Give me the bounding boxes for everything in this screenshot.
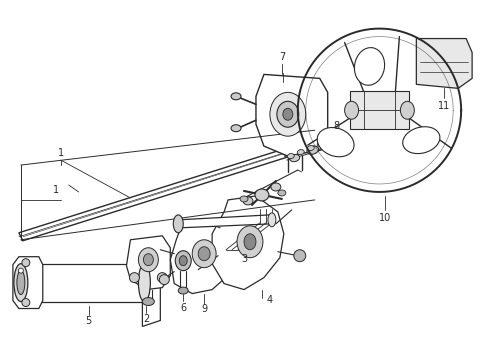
- Ellipse shape: [240, 196, 248, 202]
- Polygon shape: [171, 220, 234, 293]
- Ellipse shape: [283, 108, 293, 120]
- Ellipse shape: [231, 93, 241, 100]
- Polygon shape: [143, 239, 160, 327]
- Ellipse shape: [317, 127, 354, 157]
- Polygon shape: [126, 236, 171, 289]
- Ellipse shape: [19, 268, 24, 273]
- Text: 1: 1: [58, 148, 64, 158]
- Text: 1: 1: [52, 185, 59, 195]
- Polygon shape: [212, 196, 284, 289]
- Ellipse shape: [403, 127, 440, 154]
- Ellipse shape: [179, 256, 187, 266]
- Text: 9: 9: [201, 305, 207, 315]
- Ellipse shape: [144, 254, 153, 266]
- Ellipse shape: [22, 259, 30, 267]
- Polygon shape: [256, 75, 328, 156]
- Ellipse shape: [198, 247, 210, 261]
- Ellipse shape: [129, 273, 140, 283]
- Polygon shape: [349, 91, 409, 129]
- Ellipse shape: [400, 101, 415, 119]
- Ellipse shape: [277, 101, 299, 127]
- Polygon shape: [21, 264, 145, 302]
- Text: 6: 6: [180, 302, 186, 312]
- Ellipse shape: [17, 271, 25, 294]
- Text: 11: 11: [438, 101, 450, 111]
- Ellipse shape: [138, 264, 150, 302]
- Ellipse shape: [192, 240, 216, 268]
- Ellipse shape: [243, 197, 253, 205]
- Ellipse shape: [271, 183, 281, 191]
- Ellipse shape: [255, 189, 269, 201]
- Ellipse shape: [143, 298, 154, 306]
- Text: 8: 8: [334, 121, 340, 131]
- Ellipse shape: [138, 248, 158, 272]
- Polygon shape: [19, 140, 316, 241]
- Ellipse shape: [344, 101, 359, 119]
- Text: 2: 2: [143, 314, 149, 324]
- Polygon shape: [13, 257, 43, 309]
- Ellipse shape: [317, 141, 324, 147]
- Ellipse shape: [294, 250, 306, 262]
- Text: 5: 5: [85, 316, 92, 327]
- Ellipse shape: [178, 287, 188, 294]
- Ellipse shape: [354, 48, 385, 85]
- Ellipse shape: [268, 213, 276, 227]
- Ellipse shape: [22, 298, 30, 306]
- Polygon shape: [178, 215, 272, 228]
- Ellipse shape: [278, 190, 286, 196]
- Ellipse shape: [231, 125, 241, 132]
- Text: 7: 7: [279, 53, 285, 63]
- Ellipse shape: [307, 145, 314, 150]
- Ellipse shape: [175, 251, 191, 271]
- Text: 4: 4: [267, 294, 273, 305]
- Ellipse shape: [270, 92, 306, 136]
- Ellipse shape: [159, 275, 169, 285]
- Polygon shape: [416, 39, 472, 88]
- Ellipse shape: [297, 150, 304, 155]
- Text: 10: 10: [379, 213, 392, 223]
- Text: 3: 3: [241, 254, 247, 264]
- Ellipse shape: [244, 234, 256, 250]
- Ellipse shape: [173, 215, 183, 233]
- Ellipse shape: [14, 264, 28, 302]
- Ellipse shape: [157, 273, 167, 283]
- Ellipse shape: [290, 154, 300, 162]
- Ellipse shape: [287, 154, 294, 159]
- Ellipse shape: [307, 146, 318, 154]
- Ellipse shape: [237, 226, 263, 258]
